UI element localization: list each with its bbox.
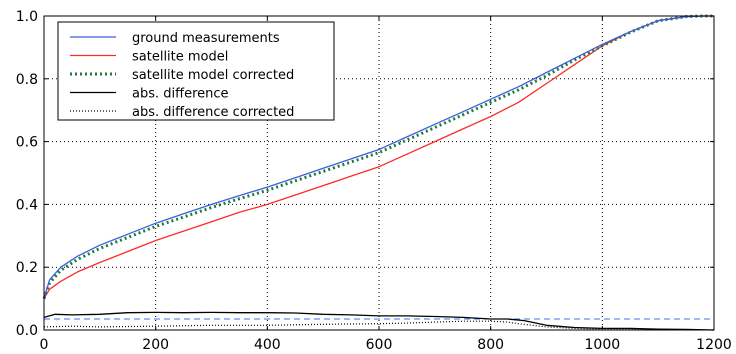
- ticks: 0 200 400 600 800 1000 1200 0.0 0.2 0.4 0.6 0.8 1.0: [16, 9, 732, 353]
- series-line-ground-measurements: [43, 15, 714, 299]
- x-tick-label: 800: [477, 337, 504, 353]
- legend-box: [57, 21, 335, 121]
- legend-label: satellite model corrected: [132, 68, 294, 83]
- legend-label: abs. difference corrected: [132, 105, 294, 120]
- legend-label: abs. difference: [132, 87, 229, 102]
- y-tick-label: 0.2: [16, 260, 38, 276]
- legend-label: ground measurements: [132, 31, 280, 46]
- y-tick-label: 1.0: [16, 9, 38, 25]
- x-tick-label: 1200: [696, 337, 732, 353]
- x-tick-label: 200: [142, 337, 169, 353]
- x-tick-label: 600: [366, 337, 393, 353]
- series-line-satellite-model-corrected: [42, 14, 714, 300]
- y-tick-label: 0.6: [16, 135, 38, 151]
- x-tick-label: 1000: [585, 337, 621, 353]
- x-tick-label: 0: [40, 337, 49, 353]
- legend-label: satellite model: [132, 50, 228, 65]
- y-tick-label: 0.4: [16, 197, 38, 213]
- y-tick-label: 0.8: [16, 72, 38, 88]
- y-tick-label: 0.0: [16, 323, 38, 339]
- series-line-abs-difference: [43, 311, 715, 331]
- legend: ground measurements satellite model satell…: [57, 21, 335, 121]
- x-tick-label: 400: [254, 337, 281, 353]
